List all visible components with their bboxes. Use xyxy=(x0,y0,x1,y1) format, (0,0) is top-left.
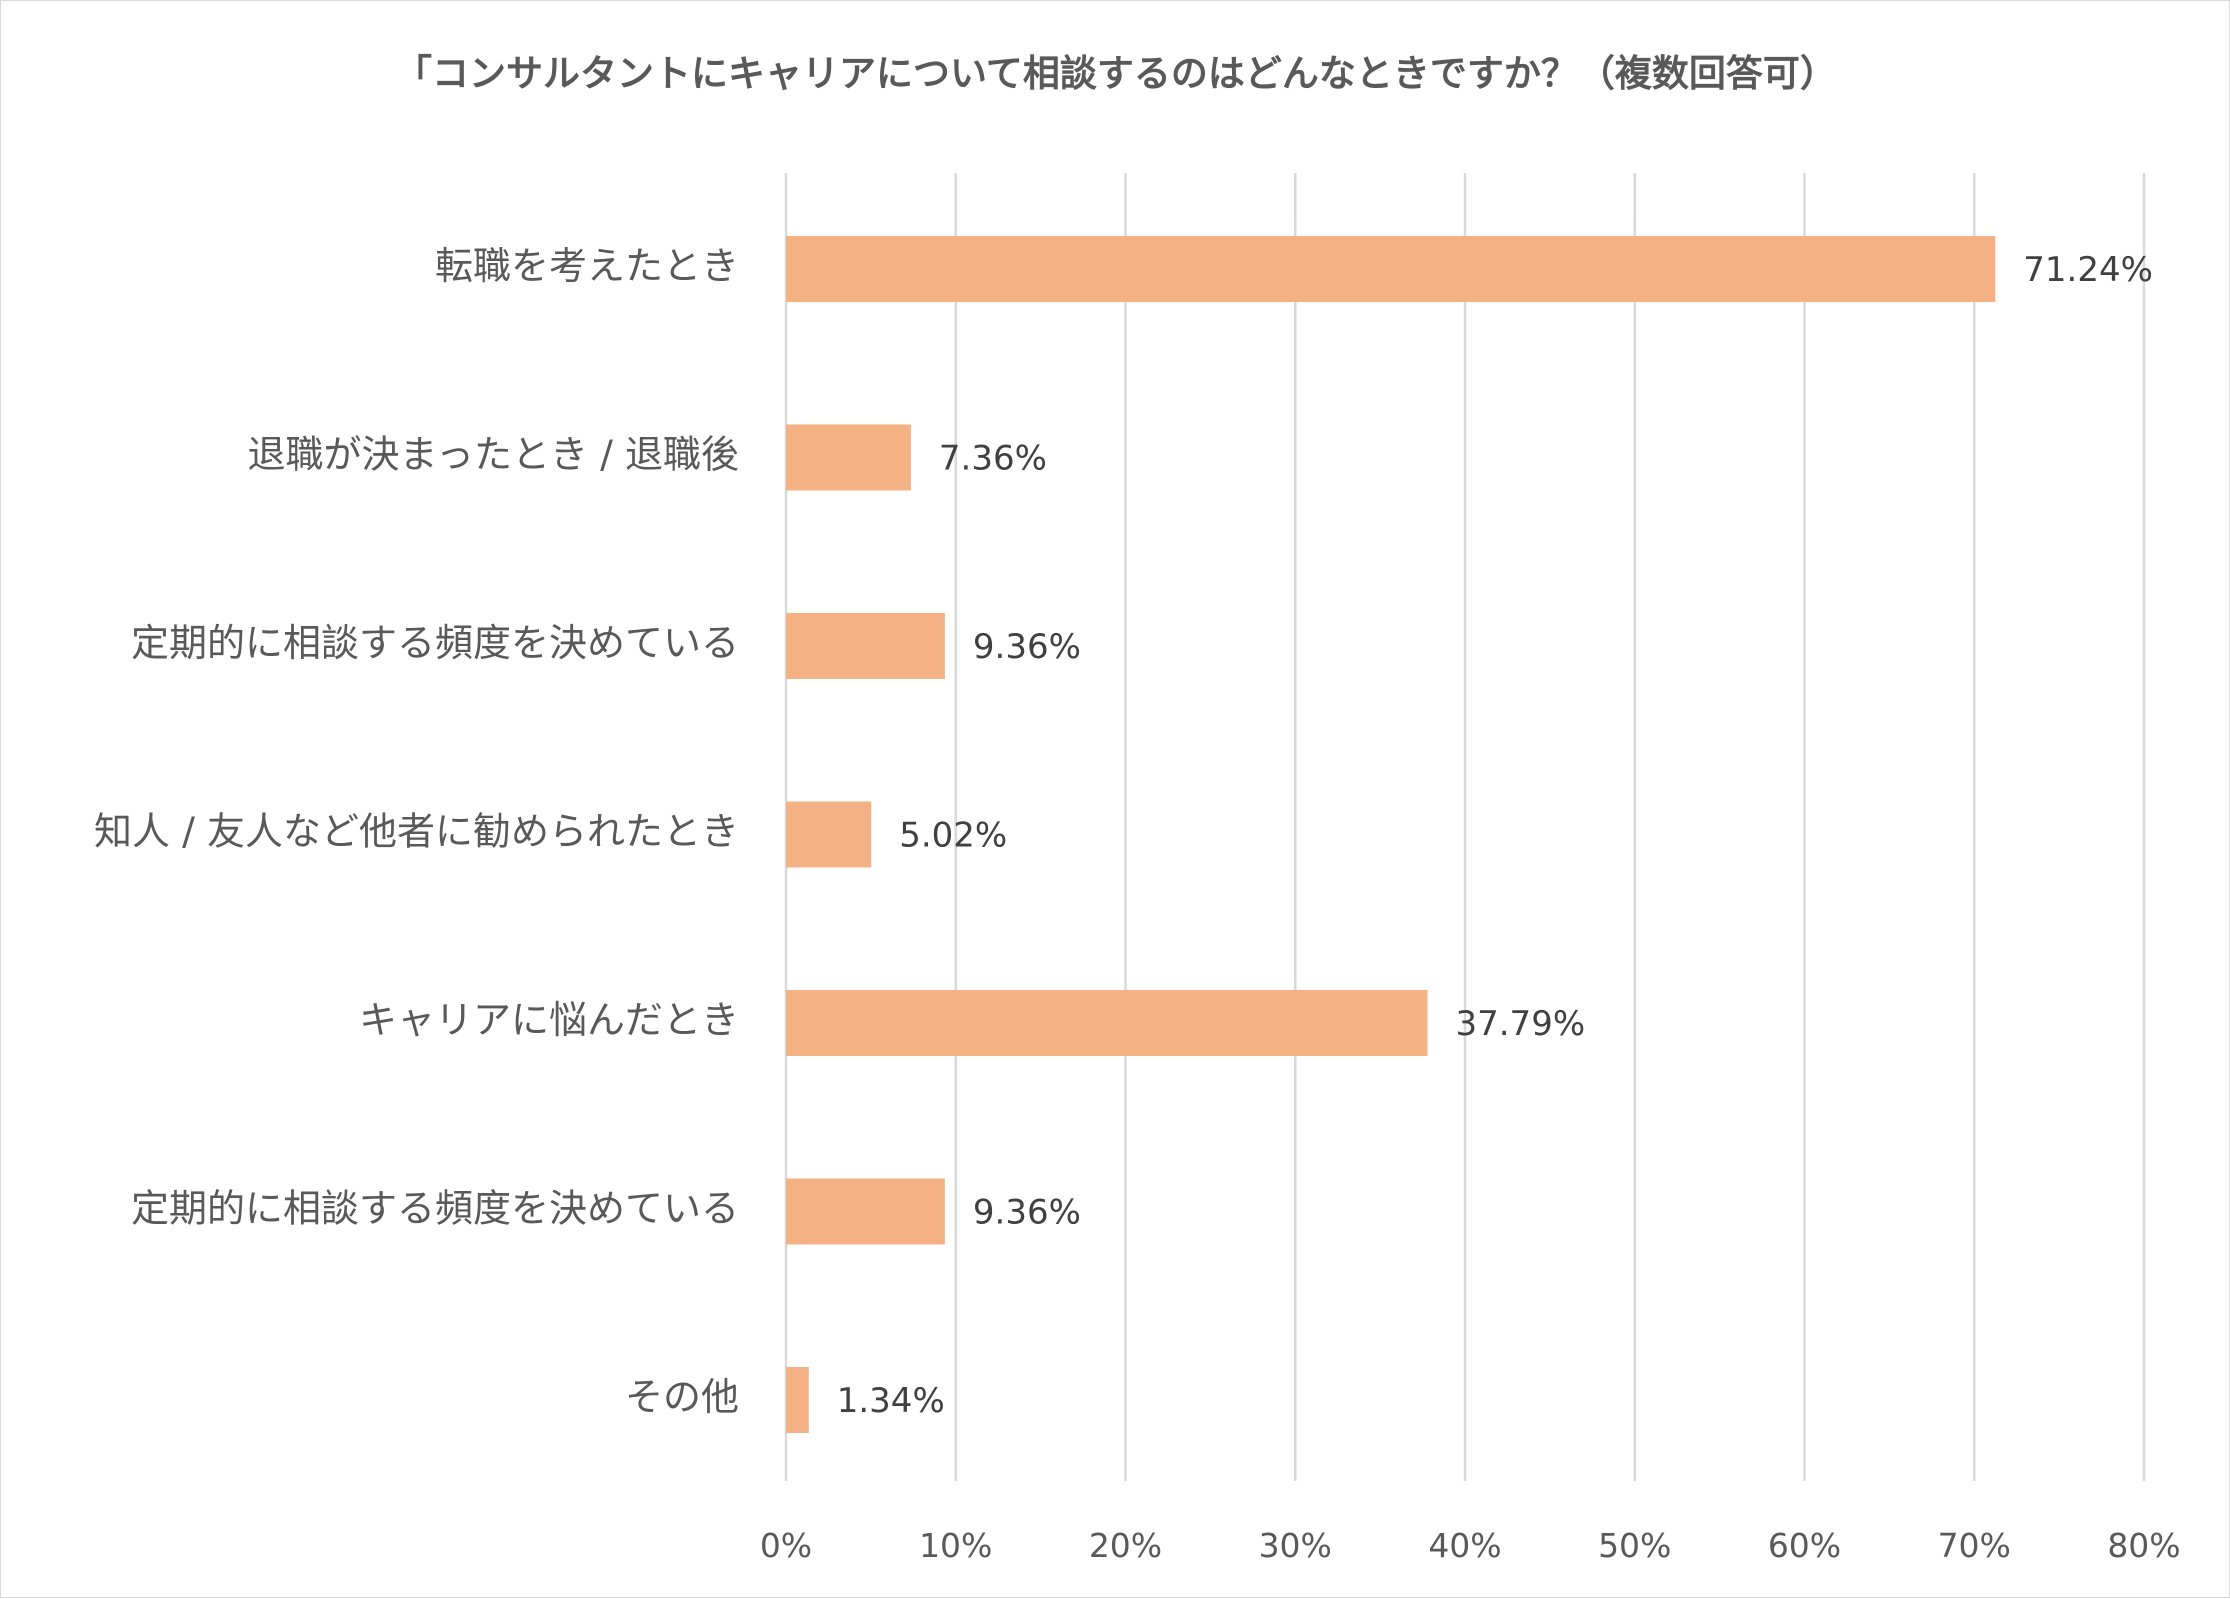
x-tick-label: 80% xyxy=(2107,1526,2180,1565)
x-tick-label: 40% xyxy=(1428,1526,1501,1565)
data-label: 9.36% xyxy=(973,1193,1081,1233)
category-label: 定期的に相談する頻度を決めている xyxy=(131,621,739,665)
x-tick-label: 10% xyxy=(919,1526,992,1565)
value-labels: 71.24% 7.36% 9.36% 5.02% 37.79% 9.36% 1.34% xyxy=(837,250,2153,1421)
x-tick-label: 0% xyxy=(760,1526,812,1565)
category-label: その他 xyxy=(625,1375,739,1419)
data-label: 9.36% xyxy=(973,627,1081,667)
category-label: 定期的に相談する頻度を決めている xyxy=(131,1187,739,1231)
category-label: 転職を考えたとき xyxy=(435,244,739,288)
chart-title: 「コンサルタントにキャリアについて相談するのはどんなときですか？（複数回答可） xyxy=(395,52,1837,95)
bar xyxy=(786,236,1996,302)
category-label: 知人 / 友人など他者に勧められたとき xyxy=(94,810,739,854)
gridlines xyxy=(784,173,2146,1481)
bars xyxy=(786,236,1996,1433)
bar xyxy=(786,801,872,868)
data-label: 37.79% xyxy=(1455,1004,1585,1044)
category-label: 退職が決まったとき / 退職後 xyxy=(248,433,739,477)
category-label: キャリアに悩んだとき xyxy=(359,998,739,1042)
x-tick-label: 70% xyxy=(1938,1526,2011,1565)
x-tick-label: 50% xyxy=(1598,1526,1671,1565)
bar xyxy=(786,424,911,491)
bar xyxy=(786,613,945,679)
bar xyxy=(786,1367,809,1433)
x-tick-label: 60% xyxy=(1768,1526,1841,1565)
data-label: 1.34% xyxy=(837,1381,945,1421)
bar xyxy=(786,1178,945,1245)
x-tick-label: 30% xyxy=(1259,1526,1332,1565)
data-label: 71.24% xyxy=(2023,250,2153,290)
data-label: 5.02% xyxy=(899,816,1007,856)
x-tick-label: 20% xyxy=(1089,1526,1162,1565)
data-label: 7.36% xyxy=(939,439,1047,479)
bar xyxy=(786,990,1428,1056)
x-axis-tick-labels: 0% 10% 20% 30% 40% 50% 60% 70% 80% xyxy=(760,1526,2181,1565)
